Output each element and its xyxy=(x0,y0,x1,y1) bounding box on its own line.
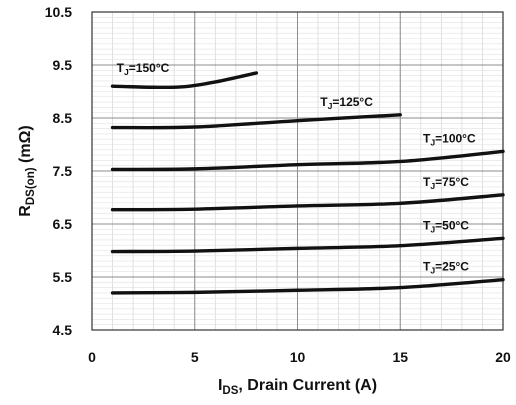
series-label: TJ=50°C xyxy=(423,218,469,234)
plot-frame xyxy=(91,11,504,331)
series-line xyxy=(110,113,402,130)
series-label: TJ=150°C xyxy=(117,61,170,77)
y-tick-label: 6.5 xyxy=(53,216,73,232)
series-line xyxy=(110,71,259,90)
x-tick-labels: 0 5 10 15 20 xyxy=(88,349,511,365)
series-layer: TJ=150°C TJ=125°C TJ=100°C TJ=75°C TJ=50°C TJ… xyxy=(110,61,505,295)
series-label: TJ=125°C xyxy=(320,95,373,111)
x-tick-label: 20 xyxy=(495,349,511,365)
x-tick-label: 0 xyxy=(88,349,96,365)
series-line xyxy=(110,193,505,212)
y-tick-labels: 4.5 5.5 6.5 7.5 8.5 9.5 10.5 xyxy=(45,4,72,338)
y-tick-label: 7.5 xyxy=(53,163,73,179)
y-tick-label: 10.5 xyxy=(45,4,72,20)
series-line xyxy=(110,277,505,295)
series-label: TJ=75°C xyxy=(423,175,469,191)
series-line xyxy=(110,236,505,254)
series-line xyxy=(110,149,505,172)
x-tick-label: 5 xyxy=(191,349,199,365)
series-label: TJ=100°C xyxy=(423,131,476,147)
y-axis-title: RDS(on) (mΩ) xyxy=(17,125,37,216)
x-tick-label: 10 xyxy=(290,349,306,365)
y-tick-label: 4.5 xyxy=(53,322,73,338)
x-tick-label: 15 xyxy=(392,349,408,365)
y-tick-label: 9.5 xyxy=(53,57,73,73)
y-tick-label: 8.5 xyxy=(53,110,73,126)
series-label: TJ=25°C xyxy=(423,260,469,276)
y-tick-label: 5.5 xyxy=(53,269,73,285)
axis-titles: IDS, Drain Current (A) RDS(on) (mΩ) xyxy=(17,125,377,397)
x-axis-title: IDS, Drain Current (A) xyxy=(218,377,377,397)
